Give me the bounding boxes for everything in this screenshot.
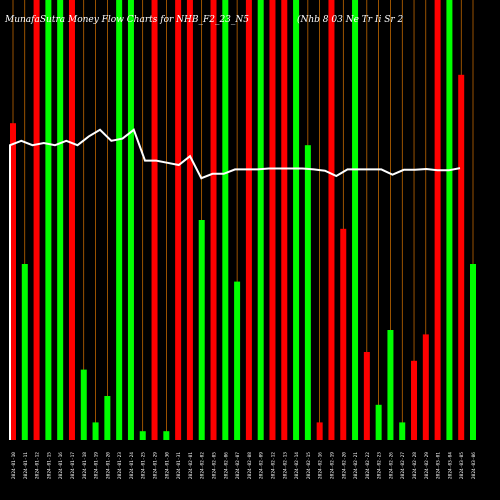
date-label: 2024-02-22 [365, 452, 371, 479]
bar [234, 281, 241, 440]
date-label: 2024-02-06 [223, 452, 229, 479]
bar [316, 422, 323, 440]
bar [257, 0, 264, 440]
date-label: 2024-02-05 [212, 452, 218, 479]
bar [222, 0, 229, 440]
bar [422, 334, 429, 440]
bar [304, 145, 311, 440]
date-label: 2024-02-14 [294, 452, 300, 479]
bar [458, 74, 465, 441]
bar [340, 228, 347, 440]
bar [186, 0, 193, 440]
date-label: 2024-03-04 [447, 452, 453, 479]
bar [245, 0, 252, 440]
date-label: 2024-01-29 [153, 452, 159, 479]
bar [80, 369, 87, 440]
bar [104, 396, 111, 440]
bar [399, 422, 406, 440]
date-label: 2024-01-25 [141, 452, 147, 479]
date-label: 2024-02-02 [200, 452, 206, 479]
date-label: 2024-01-23 [117, 452, 123, 479]
date-label: 2024-02-13 [282, 452, 288, 479]
date-label: 2024-01-17 [70, 452, 76, 479]
bar [363, 352, 370, 440]
bar [328, 0, 335, 440]
bar [434, 0, 441, 440]
bar [45, 0, 52, 440]
date-label: 2024-03-05 [459, 452, 465, 479]
date-label: 2024-02-23 [377, 452, 383, 479]
date-label: 2024-01-16 [58, 452, 64, 479]
date-label: 2024-02-16 [318, 452, 324, 479]
bar [293, 0, 300, 440]
bar [163, 431, 170, 440]
date-label: 2024-01-31 [176, 452, 182, 479]
date-label: 2024-01-18 [82, 452, 88, 479]
date-label: 2024-02-28 [412, 452, 418, 479]
date-label: 2024-02-01 [188, 452, 194, 479]
bar [33, 0, 40, 440]
date-label: 2024-02-21 [353, 452, 359, 479]
date-label: 2024-02-07 [235, 452, 241, 479]
date-label: 2024-02-15 [306, 452, 312, 479]
bar [269, 0, 276, 440]
bar [92, 422, 99, 440]
date-label: 2024-02-19 [329, 452, 335, 479]
bar [281, 0, 288, 440]
bar [446, 0, 453, 440]
date-label: 2024-01-24 [129, 452, 135, 479]
date-label: 2024-01-12 [35, 452, 41, 479]
bar [21, 264, 28, 440]
date-label: 2024-02-12 [270, 452, 276, 479]
date-labels: 2024-01-10 2024-01-11 2024-01-12 2024-01-15… [11, 452, 477, 479]
date-label: 2024-01-20 [105, 452, 111, 479]
bar [375, 404, 382, 440]
date-label: 2024-03-06 [471, 452, 477, 479]
bar [175, 0, 182, 440]
date-label: 2024-01-11 [23, 452, 29, 479]
date-label: 2024-02-26 [388, 452, 394, 479]
date-label: 2024-02-20 [341, 452, 347, 479]
bar [470, 264, 476, 440]
bar-series [10, 0, 476, 441]
bar [68, 0, 75, 440]
date-label: 2024-02-08 [247, 452, 253, 479]
chart-title-right: (Nhb 8 03 Ne Tr Ii Sr 2 [297, 14, 404, 25]
date-label: 2024-03-01 [436, 452, 442, 479]
date-label: 2024-02-09 [259, 452, 265, 479]
bar [352, 0, 359, 440]
bar [387, 330, 394, 440]
bar [210, 0, 217, 440]
bar [10, 123, 16, 440]
date-label: 2024-01-19 [94, 452, 100, 479]
date-label: 2024-02-29 [424, 452, 430, 479]
bar [116, 0, 123, 440]
date-label: 2024-01-10 [11, 452, 17, 479]
date-label: 2024-01-15 [46, 452, 52, 479]
bar [411, 360, 418, 440]
chart-title-left: MunafaSutra Money Flow Charts for NHB_F2… [4, 15, 249, 25]
money-flow-line [9, 128, 461, 440]
date-label: 2024-01-30 [164, 452, 170, 479]
bar [139, 431, 146, 440]
bar [127, 0, 134, 440]
date-label: 2024-02-27 [400, 452, 406, 479]
bar [151, 0, 158, 440]
bar [57, 0, 64, 440]
bar [198, 220, 205, 440]
